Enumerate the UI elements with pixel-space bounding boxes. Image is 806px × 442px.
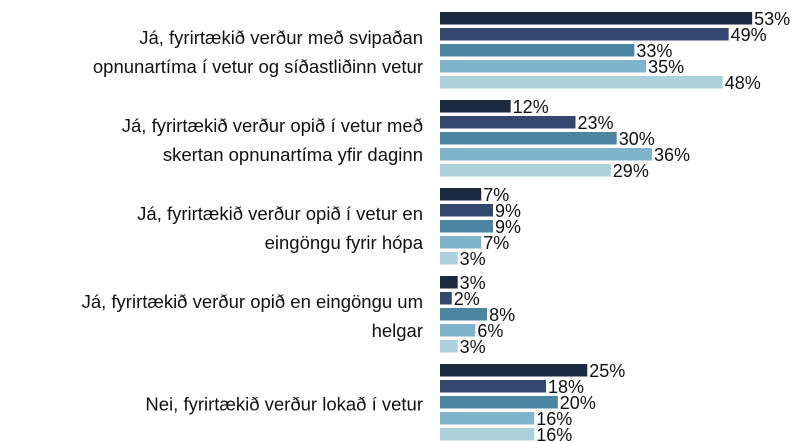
value-label: 2% [454,289,480,309]
value-label: 12% [513,97,549,117]
value-label: 25% [589,361,625,381]
bar [440,116,576,129]
category-label: Já, fyrirtækið verður opið í vetur með s… [121,115,423,165]
bar [440,132,617,145]
value-label: 20% [560,393,596,413]
bar [440,204,494,217]
value-label: 3% [460,337,486,357]
value-label: 7% [483,233,509,253]
value-label: 33% [636,41,672,61]
bar [440,236,482,249]
bar [440,380,547,393]
bar [440,340,458,353]
bar [440,292,452,305]
bar [440,412,535,425]
bar [440,12,753,25]
value-label: 8% [489,305,515,325]
value-label: 9% [495,217,521,237]
value-label: 16% [536,425,572,442]
value-label: 53% [754,9,790,29]
category-label: Já, fyrirtækið verður með svipaðan opnun… [92,27,423,77]
value-label: 49% [731,25,767,45]
bar [440,164,611,177]
value-label: 23% [577,113,613,133]
category-label: Nei, fyrirtækið verður lokað í vetur [145,393,423,415]
bar [440,188,482,201]
category-label: Já, fyrirtækið verður opið en eingöngu u… [81,291,423,341]
value-label: 3% [460,249,486,269]
bar [440,396,558,409]
value-label: 18% [548,377,584,397]
value-label: 3% [460,273,486,293]
bar [440,428,535,441]
category-label: Já, fyrirtækið verður opið í vetur en ei… [137,203,423,253]
bar [440,364,588,377]
bar [440,276,458,289]
bar [440,324,476,337]
value-label: 7% [483,185,509,205]
value-label: 30% [619,129,655,149]
bar [440,60,647,73]
value-label: 35% [648,57,684,77]
bar [440,252,458,265]
value-label: 36% [654,145,690,165]
value-label: 16% [536,409,572,429]
value-label: 48% [725,73,761,93]
value-label: 6% [477,321,503,341]
bar [440,148,653,161]
bar [440,28,729,41]
bar [440,308,488,321]
bar [440,76,723,89]
value-label: 9% [495,201,521,221]
bar [440,220,494,233]
value-label: 29% [613,161,649,181]
bar [440,100,511,113]
bar [440,44,635,57]
